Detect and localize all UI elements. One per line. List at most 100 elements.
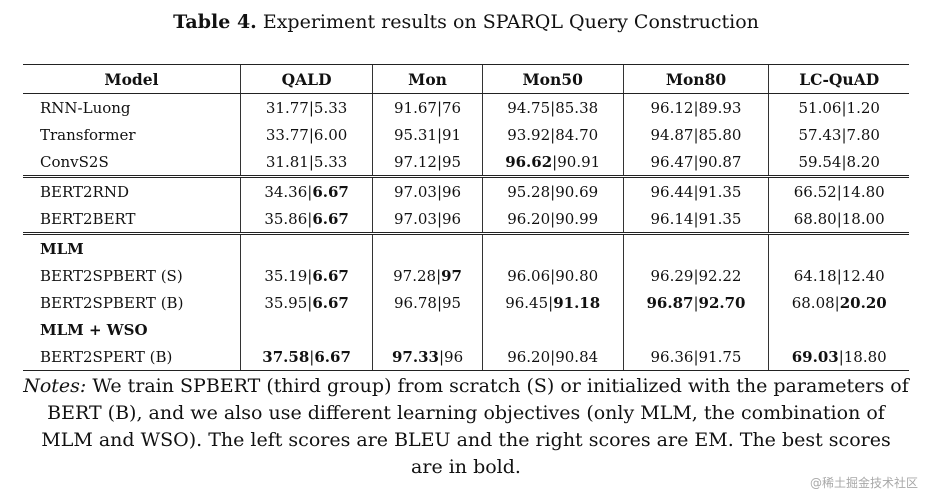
score-cell: 94.87|85.80 (622, 121, 769, 148)
notes-label: Notes: (23, 375, 87, 397)
em-score: 91.18 (553, 293, 601, 312)
bleu-score: 96.29 (650, 266, 694, 285)
header-row: Model QALD Mon Mon50 Mon80 LC-QuAD (23, 64, 909, 94)
score-cell: 64.18|12.40 (768, 262, 909, 289)
score-separator: | (307, 209, 313, 228)
em-score: 85.38 (555, 98, 599, 117)
em-score: 6.67 (312, 209, 349, 228)
table-notes: Notes: We train SPBERT (third group) fro… (23, 373, 909, 481)
caption-label: Table 4. (173, 11, 257, 33)
bleu-score: 93.92 (507, 125, 551, 144)
model-name-cell: BERT2SPERT (B) (23, 343, 241, 371)
bleu-score: 96.62 (505, 152, 553, 171)
em-score: 6.67 (312, 182, 349, 201)
bleu-score: 96.47 (650, 152, 694, 171)
table-row: BERT2RND 34.36|6.67 97.03|96 95.28|90.69 96.… (23, 175, 909, 205)
bleu-score: 97.33 (391, 347, 439, 366)
score-separator: | (548, 293, 554, 312)
score-cell: 33.77|6.00 (239, 121, 373, 148)
group-label: MLM (23, 232, 241, 262)
bleu-score: 96.20 (507, 209, 551, 228)
empty-cell (622, 232, 769, 262)
score-separator: | (308, 125, 314, 144)
column-header: QALD (239, 64, 373, 94)
em-score: 96 (442, 182, 462, 201)
em-score: 90.99 (555, 209, 599, 228)
bleu-score: 91.67 (394, 98, 437, 117)
em-score: 90.84 (555, 347, 599, 366)
empty-cell (372, 232, 483, 262)
bleu-score: 96.20 (507, 347, 551, 366)
score-cell: 31.77|5.33 (239, 93, 373, 121)
score-separator: | (834, 293, 840, 312)
score-cell: 31.81|5.33 (239, 148, 373, 177)
score-cell: 96.36|91.75 (622, 343, 769, 371)
results-table: Model QALD Mon Mon50 Mon80 LC-QuAD RNN-Luong 3… (23, 64, 909, 371)
score-separator: | (307, 182, 313, 201)
score-cell: 96.78|95 (372, 289, 483, 316)
em-score: 5.33 (313, 152, 348, 171)
score-cell: 97.03|96 (372, 175, 483, 205)
empty-cell (481, 232, 624, 262)
em-score: 96 (442, 209, 462, 228)
model-name-cell: ConvS2S (40, 152, 109, 171)
column-header: Mon80 (622, 64, 769, 94)
em-score: 6.67 (314, 347, 351, 366)
score-cell: 96.62|90.91 (481, 148, 624, 177)
score-cell: 96.20|90.84 (481, 343, 624, 371)
score-separator: | (838, 347, 844, 366)
score-cell: 97.28|97 (372, 262, 483, 289)
bleu-score: 96.45 (505, 293, 549, 312)
bleu-score: 94.87 (650, 125, 694, 144)
score-cell: 66.52|14.80 (768, 175, 909, 205)
em-score: 5.33 (313, 98, 348, 117)
score-cell: 96.20|90.99 (481, 205, 624, 234)
bleu-score: 97.28 (393, 266, 437, 285)
score-cell: 96.87|92.70 (622, 289, 769, 316)
em-score: 90.87 (698, 152, 742, 171)
em-score: 6.67 (312, 266, 349, 285)
score-separator: | (841, 152, 847, 171)
bleu-score: 35.95 (264, 293, 308, 312)
em-score: 18.00 (841, 209, 885, 228)
score-cell: 96.12|89.93 (622, 93, 769, 121)
em-score: 85.80 (698, 125, 742, 144)
score-separator: | (550, 266, 556, 285)
score-separator: | (550, 98, 556, 117)
score-cell: 68.80|18.00 (768, 205, 909, 234)
score-cell: 35.19|6.67 (239, 262, 373, 289)
score-cell: 96.45|91.18 (481, 289, 624, 316)
score-separator: | (550, 209, 556, 228)
score-separator: | (436, 209, 443, 228)
em-score: 96 (444, 347, 464, 366)
bleu-score: 33.77 (265, 125, 309, 144)
group-label: MLM + WSO (40, 320, 148, 339)
score-cell: 96.06|90.80 (481, 262, 624, 289)
table-row: ConvS2S 31.81|5.33 97.12|95 96.62|90.91 96.4… (23, 148, 909, 177)
table-row: Transformer 33.77|6.00 95.31|91 93.92|84.70… (23, 121, 909, 148)
em-score: 14.80 (841, 182, 885, 201)
bleu-score: 37.58 (262, 347, 310, 366)
score-separator: | (438, 347, 445, 366)
notes-text: We train SPBERT (third group) from scrat… (41, 375, 909, 478)
score-separator: | (693, 209, 699, 228)
score-separator: | (841, 98, 847, 117)
bleu-score: 68.08 (791, 293, 835, 312)
empty-cell (768, 232, 909, 262)
score-separator: | (836, 209, 842, 228)
model-name-cell: BERT2SPBERT (B) (40, 293, 184, 312)
em-score: 90.91 (557, 152, 601, 171)
bleu-score: 96.44 (650, 182, 694, 201)
score-cell: 97.33|96 (372, 343, 483, 371)
model-name-cell: BERT2BERT (40, 209, 136, 228)
bleu-score: 57.43 (798, 125, 842, 144)
score-separator: | (693, 152, 699, 171)
score-separator: | (308, 152, 314, 171)
bleu-score: 34.36 (264, 182, 308, 201)
column-header: LC-QuAD (768, 64, 909, 94)
bleu-score: 35.19 (264, 266, 308, 285)
score-separator: | (693, 125, 699, 144)
bleu-score: 64.18 (793, 266, 837, 285)
bleu-score: 31.77 (265, 98, 309, 117)
bleu-score: 59.54 (798, 152, 842, 171)
